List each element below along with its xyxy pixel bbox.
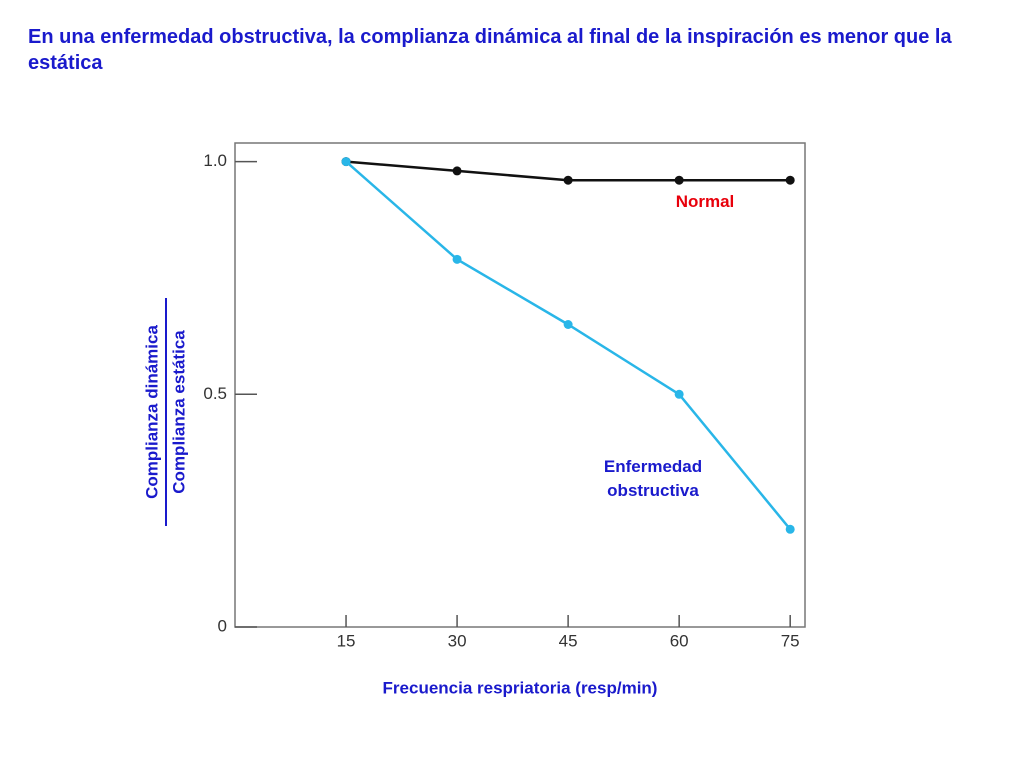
x-tick-label: 60 [670,631,689,650]
data-point [785,175,795,185]
chart-title: En una enfermedad obstructiva, la compli… [28,26,952,74]
data-point [563,320,573,329]
data-point [563,175,573,185]
x-tick-label: 75 [781,631,800,650]
y-tick-label: 0 [218,616,227,635]
series-label: Normal [675,192,735,211]
x-label: Frecuencia respriatoria (resp/min) [383,678,658,697]
plot-frame [234,142,806,628]
data-point [785,524,795,534]
data-point [452,254,462,264]
series-label: Enfermedad obstructiva [603,457,703,500]
y-label-numerator: Complianza dinámica [142,325,161,499]
y-label: Complianza dinámica Complianza estática [142,298,188,526]
data-point [452,166,462,176]
data-point [341,157,351,167]
y-tick-label: 1.0 [203,151,227,170]
x-tick-label: 30 [448,631,467,650]
data-point [674,175,684,185]
data-point [674,389,684,399]
x-tick-label: 15 [337,631,356,650]
y-label-denominator: Complianza estática [169,330,188,494]
x-tick-label: 45 [559,631,578,650]
y-tick-label: 0.5 [203,384,227,403]
